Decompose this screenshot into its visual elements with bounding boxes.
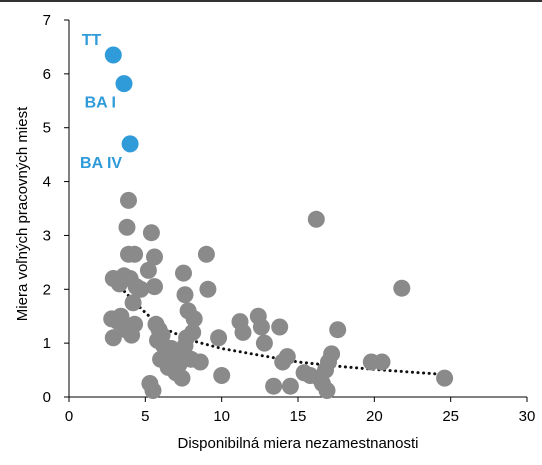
y-tick-label: 3: [43, 227, 51, 244]
data-point: [171, 348, 189, 366]
points-group: [103, 191, 454, 399]
data-point: [142, 224, 160, 242]
data-point: [213, 367, 231, 384]
data-point: [191, 353, 209, 371]
data-point: [176, 286, 194, 304]
data-point: [126, 245, 144, 263]
data-point: [146, 248, 163, 266]
point-label: BA I: [85, 95, 116, 112]
data-point: [146, 278, 163, 296]
data-point: [281, 377, 299, 395]
data-point: [173, 369, 191, 387]
data-point: [139, 261, 157, 279]
tick-labels: 0 5 10 15 20 25 30 0 1 2 3 4 5 6 7: [43, 12, 536, 425]
data-point: [126, 315, 144, 333]
highlighted-point: [121, 135, 139, 153]
data-point: [132, 280, 150, 298]
y-tick-label: 4: [43, 174, 51, 191]
data-point: [118, 218, 136, 236]
highlighted-point: [104, 46, 122, 64]
data-point: [104, 329, 122, 347]
point-label: BA IV: [80, 155, 122, 172]
data-point: [278, 348, 296, 366]
data-point: [175, 264, 192, 282]
data-point: [234, 323, 252, 341]
x-tick-label: 0: [65, 408, 73, 425]
data-point: [210, 329, 228, 347]
data-point: [255, 334, 273, 352]
axes: [64, 19, 528, 402]
top-rule: [0, 0, 542, 2]
highlighted-point: [115, 75, 133, 93]
y-tick-label: 0: [43, 389, 51, 406]
data-point: [323, 345, 341, 363]
x-tick-label: 20: [366, 408, 383, 425]
y-tick-label: 5: [43, 120, 51, 137]
data-point: [185, 310, 203, 328]
data-point: [199, 280, 217, 298]
data-point: [329, 321, 347, 339]
point-label: TT: [82, 32, 102, 49]
x-tick-label: 30: [519, 408, 536, 425]
x-axis-label: Disponibilná miera nezamestnanosti: [178, 435, 419, 452]
data-point: [197, 245, 215, 263]
x-tick-label: 15: [290, 408, 307, 425]
y-tick-label: 1: [43, 335, 51, 352]
highlight-group: TT BA I BA IV: [80, 32, 139, 172]
data-point: [307, 210, 325, 228]
data-point: [144, 382, 162, 399]
data-point: [110, 275, 128, 293]
y-tick-label: 7: [43, 12, 51, 29]
data-point: [124, 294, 142, 312]
y-tick-label: 2: [43, 281, 51, 298]
data-point: [436, 369, 454, 387]
y-axis-label: Miera voľných pracovných miest: [14, 106, 31, 321]
y-tick-label: 6: [43, 66, 51, 83]
data-point: [318, 382, 336, 399]
data-point: [252, 318, 270, 336]
x-tick-label: 5: [141, 408, 149, 425]
x-tick-label: 25: [442, 408, 459, 425]
data-point: [373, 353, 391, 371]
x-tick-label: 10: [213, 408, 230, 425]
data-point: [271, 318, 289, 336]
data-point: [265, 377, 283, 395]
data-point: [120, 191, 137, 209]
data-point: [393, 279, 411, 297]
